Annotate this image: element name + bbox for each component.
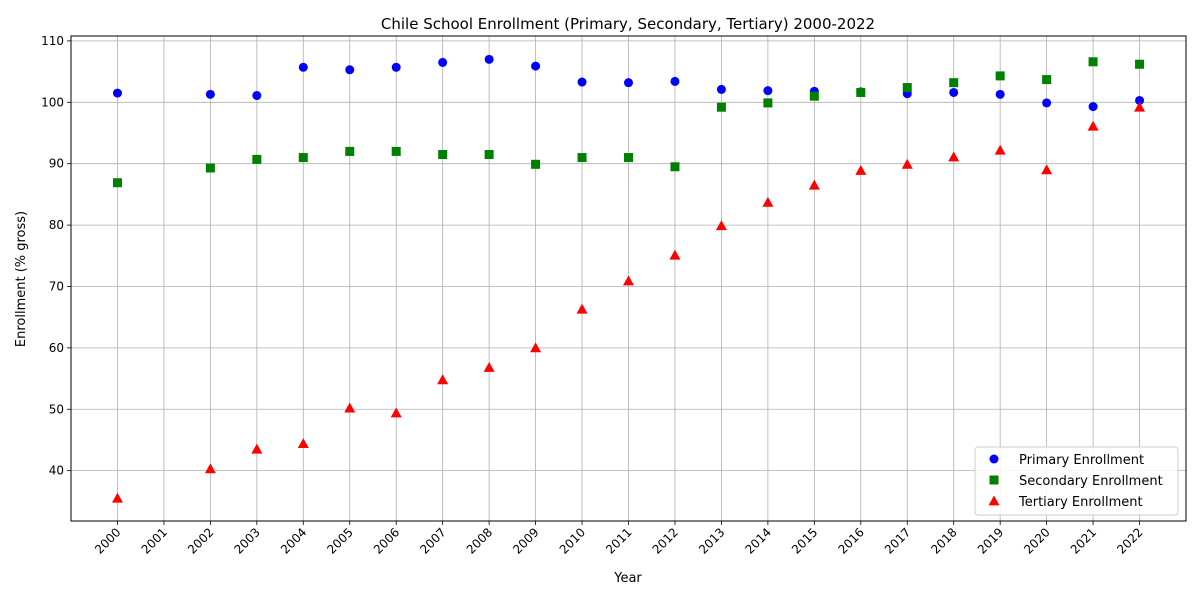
y-tick-label: 80: [49, 218, 64, 232]
data-point: [902, 83, 912, 93]
y-tick-label: 110: [41, 34, 64, 48]
data-point: [391, 146, 401, 156]
legend-marker: [989, 475, 999, 485]
data-point: [670, 76, 680, 86]
data-point: [345, 65, 355, 75]
data-point: [1087, 120, 1099, 131]
data-points: [111, 54, 1146, 503]
data-point: [1042, 75, 1052, 85]
data-point: [390, 407, 402, 418]
data-point: [112, 88, 122, 98]
data-point: [438, 57, 448, 67]
y-tick-label: 90: [49, 157, 64, 171]
data-point: [949, 78, 959, 88]
data-point: [995, 71, 1005, 81]
data-point: [204, 463, 216, 474]
x-axis-label: Year: [613, 571, 642, 586]
data-point: [1135, 59, 1145, 69]
data-point: [112, 178, 122, 188]
legend-box: [974, 446, 1179, 516]
data-point: [994, 144, 1006, 155]
data-point: [298, 153, 308, 163]
y-axis-label: Enrollment (% gross): [14, 211, 29, 347]
data-point: [716, 84, 726, 94]
data-point: [624, 153, 633, 163]
data-point: [901, 158, 913, 169]
data-point: [808, 179, 820, 190]
legend-marker: [988, 495, 1000, 506]
data-point: [623, 275, 634, 286]
data-point: [344, 402, 356, 413]
data-point: [1134, 101, 1146, 112]
data-point: [1135, 95, 1145, 105]
data-point: [763, 86, 773, 96]
data-point: [577, 77, 587, 87]
data-point: [763, 98, 773, 108]
data-point: [1041, 164, 1053, 175]
data-point: [1088, 57, 1098, 67]
data-point: [298, 62, 308, 72]
data-point: [297, 438, 309, 449]
legend-label: Tertiary Enrollment: [1018, 495, 1143, 510]
data-point: [855, 164, 867, 175]
y-tick-label: 100: [41, 95, 64, 109]
data-point: [345, 146, 355, 156]
data-point: [531, 159, 541, 169]
data-point: [624, 78, 633, 88]
plot-frame: [70, 35, 1187, 522]
series-square: [112, 57, 1145, 188]
data-point: [111, 492, 123, 503]
data-point: [483, 362, 495, 372]
data-point: [252, 154, 262, 164]
data-point: [995, 89, 1005, 99]
data-point: [670, 162, 680, 172]
data-point: [484, 54, 494, 64]
series-triangle: [111, 101, 1146, 503]
data-point: [530, 342, 542, 353]
legend-label: Primary Enrollment: [1019, 453, 1144, 468]
y-tick-label: 70: [49, 279, 64, 293]
data-point: [948, 151, 960, 162]
data-point: [669, 249, 681, 260]
data-point: [949, 87, 959, 97]
y-tick-label: 40: [49, 464, 64, 478]
y-tick-label: 60: [49, 341, 64, 355]
data-point: [1042, 98, 1052, 108]
data-point: [531, 61, 541, 71]
data-point: [716, 102, 726, 112]
data-point: [251, 443, 263, 454]
data-point: [856, 87, 866, 97]
data-point: [205, 163, 215, 173]
data-point: [391, 62, 401, 72]
series-circle: [112, 54, 1145, 112]
data-point: [1088, 102, 1098, 112]
data-point: [438, 149, 448, 159]
data-point: [576, 303, 588, 314]
legend: Primary Enrollment Secondary Enrollment Te…: [974, 446, 1179, 516]
y-tick-label: 50: [49, 402, 64, 416]
legend-label: Secondary Enrollment: [1019, 474, 1163, 489]
chart-title: Chile School Enrollment (Primary, Second…: [381, 15, 875, 33]
legend-marker: [989, 454, 999, 464]
data-point: [437, 374, 449, 385]
data-point: [577, 153, 587, 163]
data-point: [252, 91, 262, 101]
grid: [71, 36, 1186, 521]
data-point: [762, 196, 774, 207]
data-point: [715, 220, 727, 231]
data-point: [205, 89, 215, 99]
y-axis-ticks: 40 50 60 70 80 90 100 110: [41, 34, 71, 478]
data-point: [809, 91, 819, 101]
data-point: [484, 149, 494, 159]
